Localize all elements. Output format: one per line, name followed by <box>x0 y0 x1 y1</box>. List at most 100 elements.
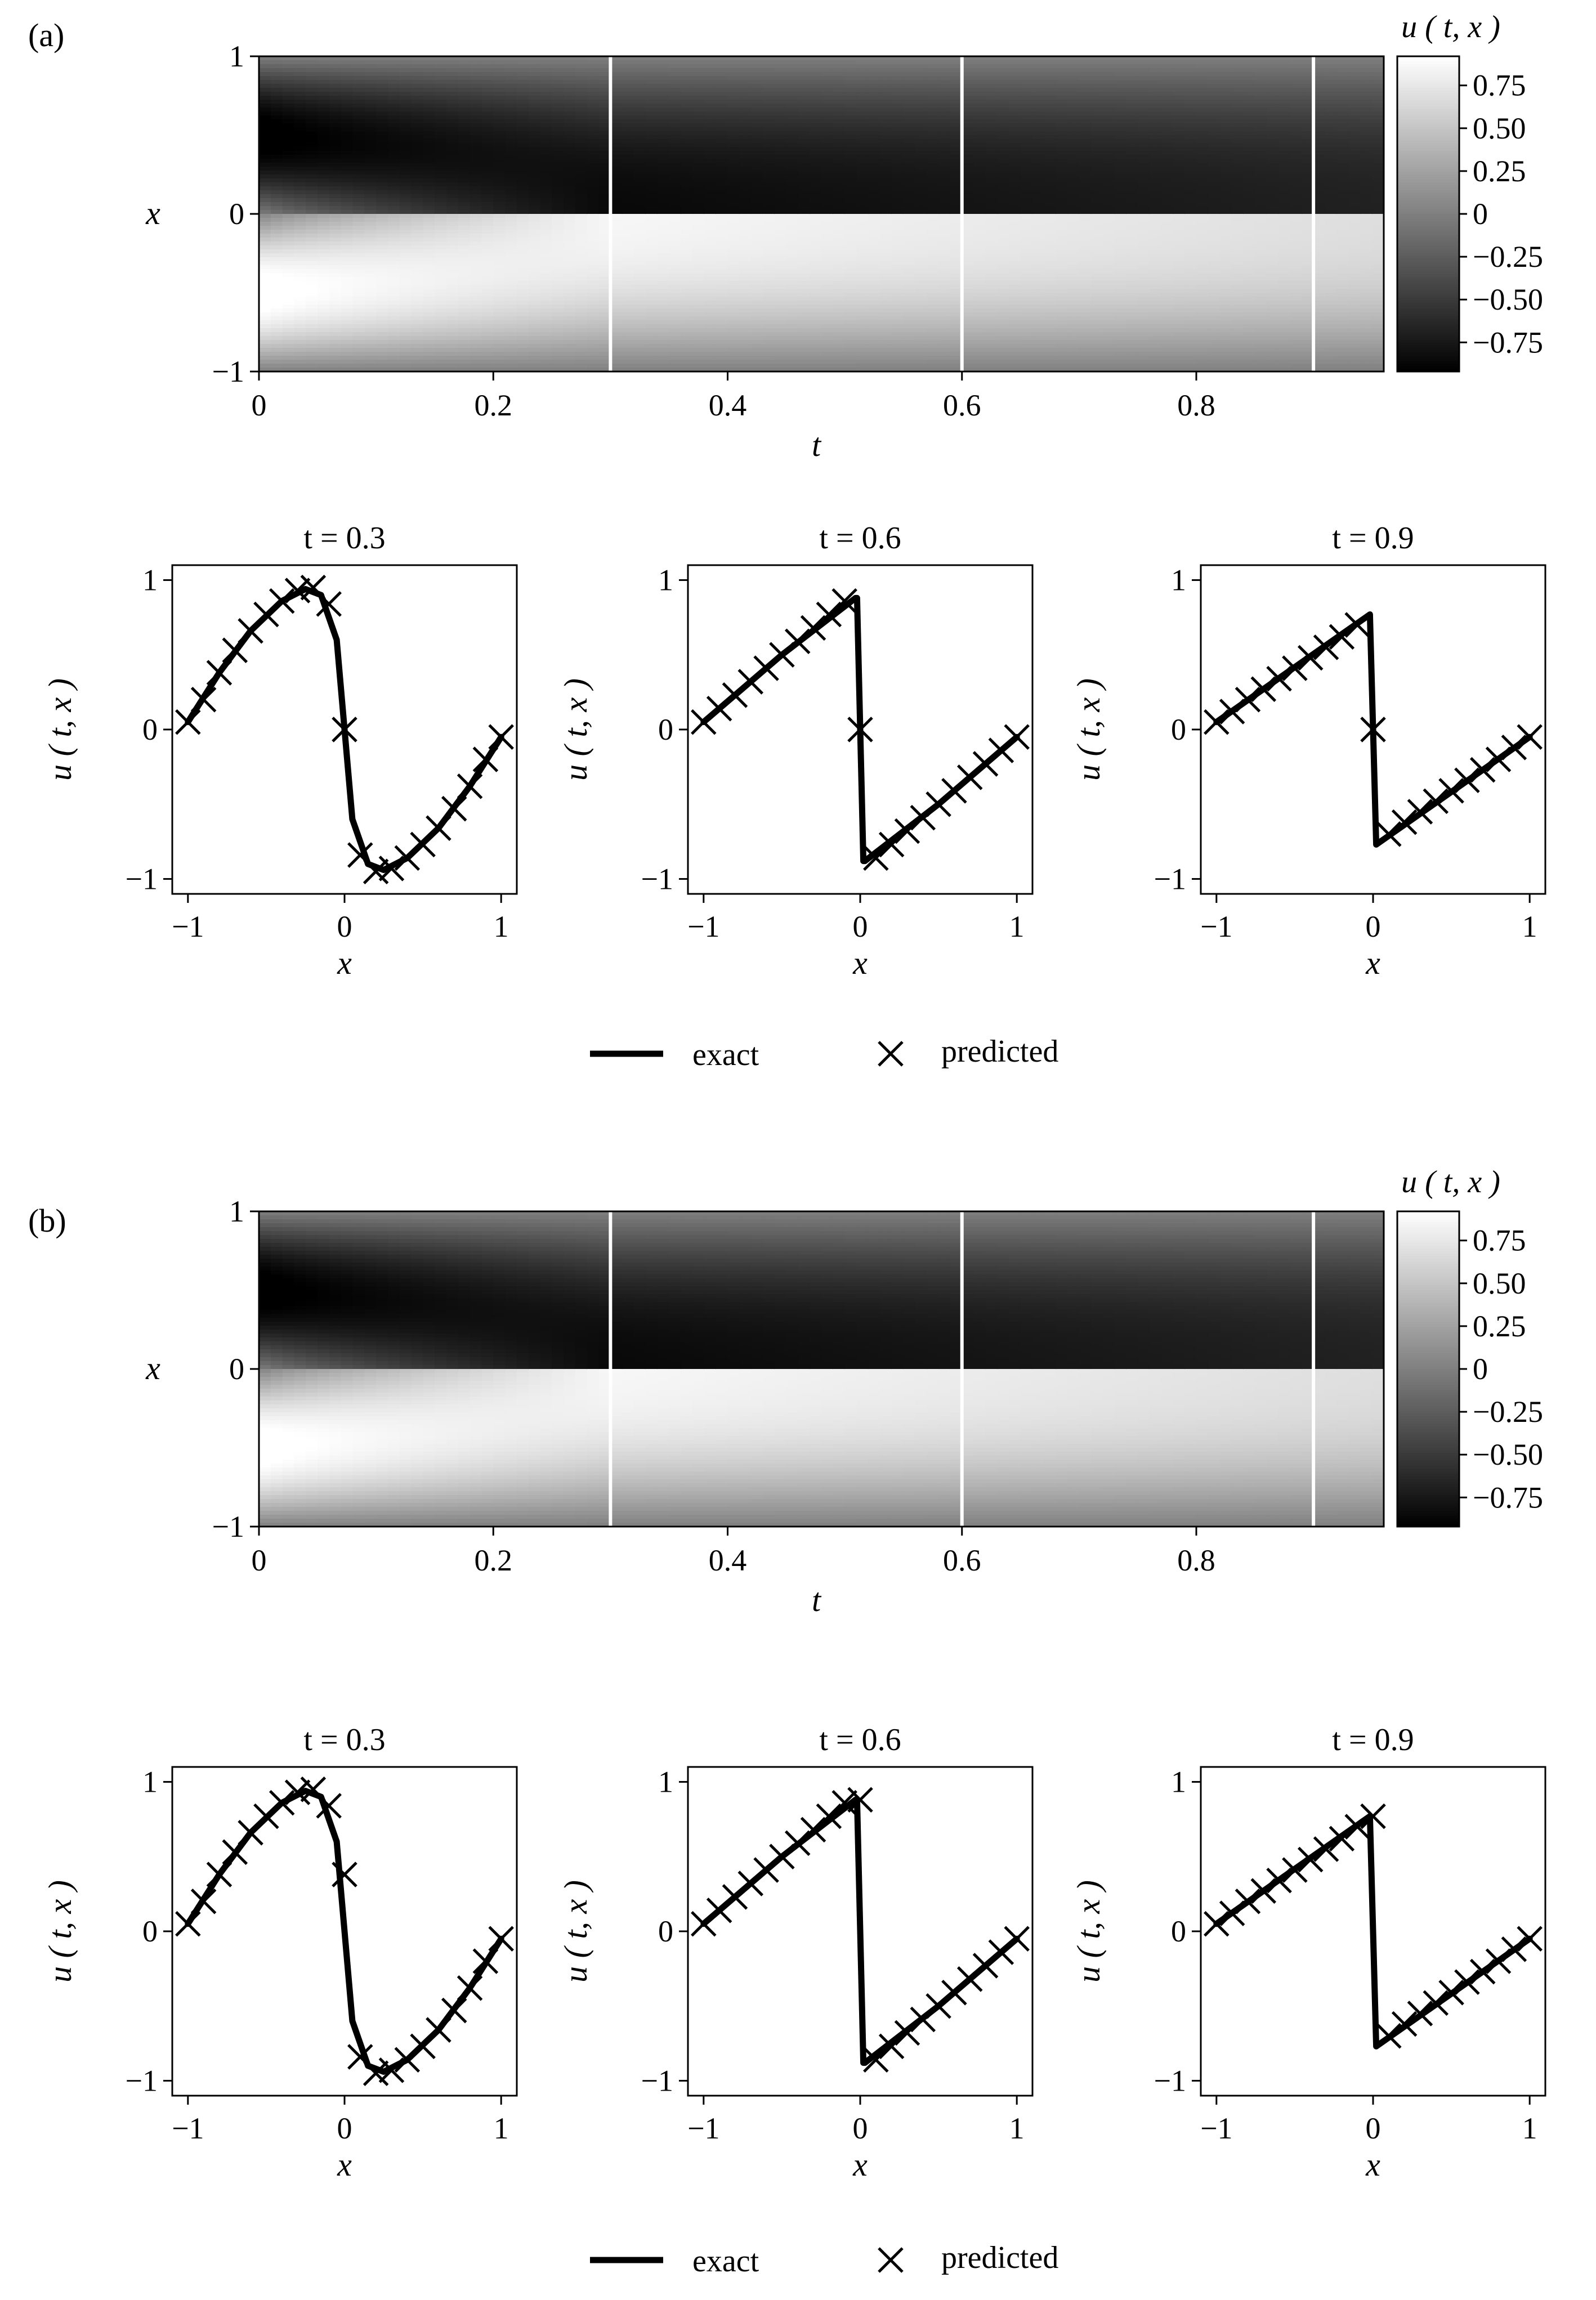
heatmap-cell <box>423 364 435 368</box>
heatmap-cell <box>716 364 728 368</box>
heatmap-cell <box>270 238 283 242</box>
heatmap-cell <box>481 336 494 341</box>
heatmap-cell <box>844 167 857 171</box>
heatmap-cell <box>973 324 986 329</box>
heatmap-cell <box>352 123 365 128</box>
heatmap-cell <box>762 111 775 116</box>
heatmap-cell <box>938 222 951 226</box>
heatmap-cell <box>821 234 834 238</box>
heatmap-cell <box>798 218 810 222</box>
heatmap-cell <box>458 123 471 128</box>
heatmap-cell <box>786 159 799 163</box>
heatmap-cell <box>341 111 354 116</box>
heatmap-cell <box>587 273 600 278</box>
heatmap-cell <box>798 92 810 96</box>
heatmap-cell <box>739 119 752 124</box>
heatmap-cell <box>810 277 822 281</box>
heatmap-cell <box>950 308 963 313</box>
heatmap-cell <box>681 56 693 61</box>
heatmap-cell <box>423 238 435 242</box>
heatmap-cell <box>774 312 787 317</box>
heatmap-cell <box>739 123 752 128</box>
heatmap-cell <box>294 202 307 207</box>
heatmap-cell <box>833 312 846 317</box>
heatmap-cell <box>985 186 998 191</box>
heatmap-cell <box>798 127 810 132</box>
heatmap-cell <box>575 218 588 222</box>
heatmap-cell <box>833 316 846 321</box>
heatmap-cell <box>915 344 928 348</box>
heatmap-cell <box>798 241 810 246</box>
heatmap-cell <box>270 308 283 313</box>
heatmap-cell <box>704 269 717 274</box>
heatmap-cell <box>341 218 354 222</box>
heatmap-cell <box>423 88 435 92</box>
heatmap-cell <box>446 115 459 120</box>
heatmap-cell <box>821 135 834 140</box>
heatmap-cell <box>493 131 506 136</box>
heatmap-cell <box>341 108 354 112</box>
heatmap-cell <box>762 151 775 155</box>
heatmap-cell <box>786 92 799 96</box>
heatmap-cell <box>692 328 705 333</box>
heatmap-cell <box>810 320 822 325</box>
heatmap-cell <box>821 226 834 230</box>
heatmap-cell <box>411 261 424 266</box>
heatmap-cell <box>376 253 388 258</box>
heatmap-cell <box>716 76 728 80</box>
heatmap-cell <box>540 108 553 112</box>
heatmap-cell <box>622 143 634 147</box>
heatmap-cell <box>610 60 623 65</box>
heatmap-cell <box>352 206 365 211</box>
heatmap-cell <box>423 96 435 100</box>
heatmap-cell <box>868 297 880 301</box>
heatmap-cell <box>938 163 951 167</box>
heatmap-cell <box>716 230 728 234</box>
heatmap-cell <box>259 360 271 364</box>
heatmap-cell <box>481 269 494 274</box>
heatmap-cell <box>844 119 857 124</box>
heatmap-cell <box>294 316 307 321</box>
heatmap-cell <box>962 198 974 203</box>
heatmap-cell <box>880 368 892 372</box>
heatmap-cell <box>833 167 846 171</box>
heatmap-cell <box>891 143 904 147</box>
heatmap-cell <box>751 68 763 73</box>
heatmap-cell <box>938 214 951 218</box>
heatmap-cell <box>387 336 400 341</box>
heatmap-cell <box>481 320 494 325</box>
heatmap-cell <box>552 328 564 333</box>
heatmap-cell <box>470 332 482 337</box>
heatmap-cell <box>622 115 634 120</box>
heatmap-cell <box>704 324 717 329</box>
heatmap-cell <box>844 92 857 96</box>
heatmap-cell <box>610 265 623 270</box>
heatmap-cell <box>575 245 588 250</box>
heatmap-cell <box>927 364 939 368</box>
heatmap-cell <box>622 214 634 218</box>
heatmap-cell <box>915 190 928 195</box>
heatmap-cell <box>411 72 424 77</box>
heatmap-cell <box>540 100 553 104</box>
heatmap-cell <box>540 76 553 80</box>
heatmap-cell <box>962 261 974 266</box>
heatmap-cell <box>962 135 974 140</box>
heatmap-cell <box>798 305 810 309</box>
heatmap-cell <box>528 60 541 65</box>
heatmap-cell <box>938 174 951 179</box>
heatmap-cell <box>657 60 670 65</box>
heatmap-cell <box>844 210 857 214</box>
heatmap-cell <box>669 238 682 242</box>
heatmap-cell <box>376 261 388 266</box>
heatmap-cell <box>598 308 611 313</box>
heatmap-cell <box>915 127 928 132</box>
heatmap-cell <box>446 206 459 211</box>
heatmap-cell <box>318 352 330 356</box>
heatmap-cell <box>564 285 576 289</box>
heatmap-cell <box>880 234 892 238</box>
heatmap-cell <box>481 139 494 144</box>
heatmap-cell <box>868 127 880 132</box>
heatmap-cell <box>598 281 611 285</box>
heatmap-cell <box>376 352 388 356</box>
heatmap-cell <box>962 352 974 356</box>
